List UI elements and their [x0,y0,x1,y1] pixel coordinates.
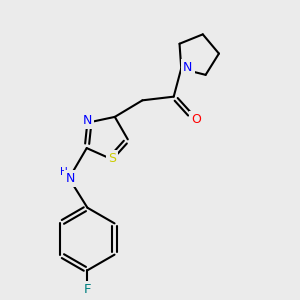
Text: N: N [183,61,192,74]
Text: H: H [60,167,68,177]
Text: N: N [66,172,76,185]
Text: N: N [83,114,92,127]
Text: F: F [84,283,91,296]
Text: S: S [108,152,116,165]
Text: O: O [192,113,202,126]
